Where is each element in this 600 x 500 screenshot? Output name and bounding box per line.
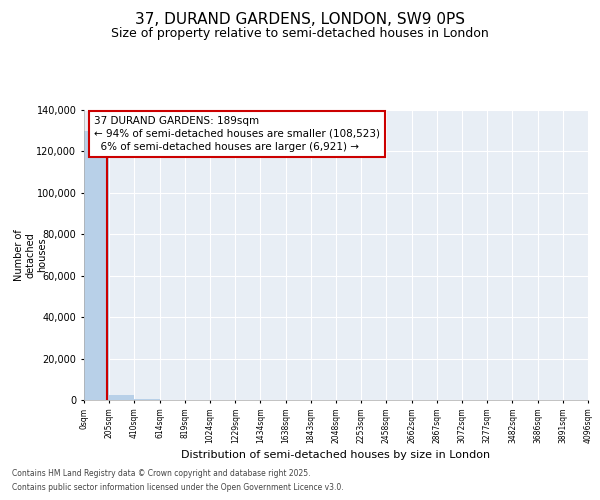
Text: Contains HM Land Registry data © Crown copyright and database right 2025.: Contains HM Land Registry data © Crown c… bbox=[12, 468, 311, 477]
Text: 37, DURAND GARDENS, LONDON, SW9 0PS: 37, DURAND GARDENS, LONDON, SW9 0PS bbox=[135, 12, 465, 28]
Bar bbox=[109, 396, 134, 400]
Bar bbox=[84, 130, 109, 400]
Text: Contains public sector information licensed under the Open Government Licence v3: Contains public sector information licen… bbox=[12, 484, 344, 492]
X-axis label: Distribution of semi-detached houses by size in London: Distribution of semi-detached houses by … bbox=[181, 450, 491, 460]
Text: Size of property relative to semi-detached houses in London: Size of property relative to semi-detach… bbox=[111, 28, 489, 40]
Y-axis label: Number of
detached
houses: Number of detached houses bbox=[14, 229, 47, 281]
Bar bbox=[134, 399, 160, 400]
Text: 37 DURAND GARDENS: 189sqm
← 94% of semi-detached houses are smaller (108,523)
  : 37 DURAND GARDENS: 189sqm ← 94% of semi-… bbox=[94, 116, 380, 152]
